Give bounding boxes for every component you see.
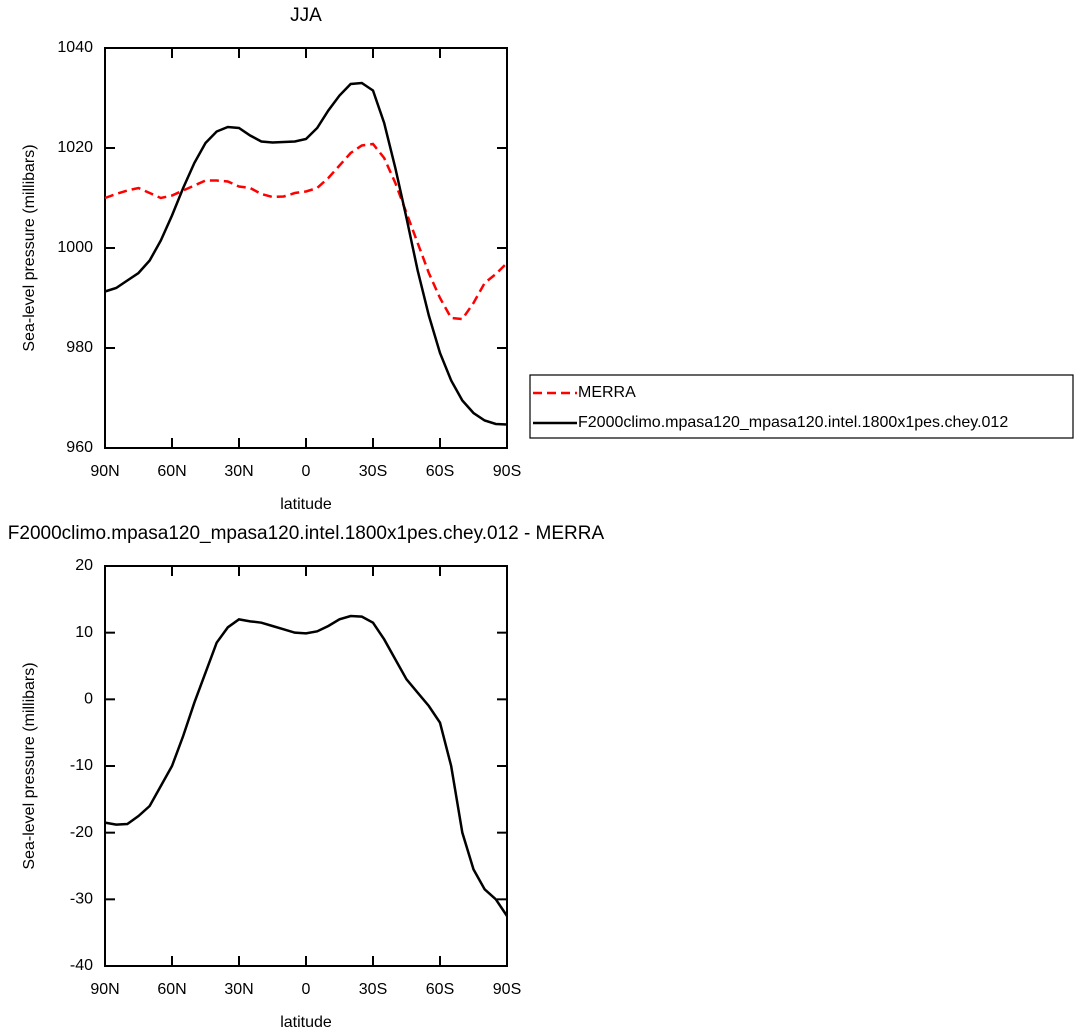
x-tick-label: 0 <box>302 463 311 480</box>
series-line <box>104 142 508 321</box>
series-line <box>104 614 509 917</box>
y-axis-label: Sea-level pressure (millibars) <box>21 144 38 351</box>
y-tick-label: 0 <box>84 691 93 708</box>
chart-title: F2000climo.mpasa120_mpasa120.intel.1800x… <box>8 523 605 544</box>
legend-label: MERRA <box>578 384 636 401</box>
plot-frame <box>104 565 508 967</box>
x-tick-label: 0 <box>302 981 311 998</box>
x-tick-label: 60N <box>157 463 186 480</box>
x-tick-label: 30N <box>224 981 253 998</box>
x-tick-label: 30S <box>359 463 387 480</box>
y-tick-label: 960 <box>66 439 93 456</box>
x-tick-label: 90N <box>90 463 119 480</box>
y-tick-label: -10 <box>70 757 93 774</box>
y-axis-label: Sea-level pressure (millibars) <box>21 662 38 869</box>
x-tick-label: 60S <box>426 463 454 480</box>
x-tick-label: 90S <box>493 463 521 480</box>
y-tick-label: -20 <box>70 824 93 841</box>
y-tick-label: 10 <box>75 624 93 641</box>
x-tick-label: 30N <box>224 463 253 480</box>
plot-frame <box>104 47 508 449</box>
x-tick-label: 60S <box>426 981 454 998</box>
x-axis-label: latitude <box>280 496 332 513</box>
y-tick-label: 1020 <box>57 139 93 156</box>
x-tick-label: 90S <box>493 981 521 998</box>
y-tick-label: 1000 <box>57 239 93 256</box>
x-tick-label: 60N <box>157 981 186 998</box>
y-tick-label: -30 <box>70 891 93 908</box>
series-line <box>104 81 508 426</box>
x-tick-label: 90N <box>90 981 119 998</box>
chart-title: JJA <box>290 5 322 26</box>
legend-label: F2000climo.mpasa120_mpasa120.intel.1800x… <box>578 414 1008 431</box>
legend-box <box>529 374 1074 439</box>
x-axis-label: latitude <box>280 1014 332 1031</box>
y-tick-label: 980 <box>66 339 93 356</box>
y-tick-label: 20 <box>75 557 93 574</box>
y-tick-label: -40 <box>70 957 93 974</box>
y-tick-label: 1040 <box>57 39 93 56</box>
x-tick-label: 30S <box>359 981 387 998</box>
